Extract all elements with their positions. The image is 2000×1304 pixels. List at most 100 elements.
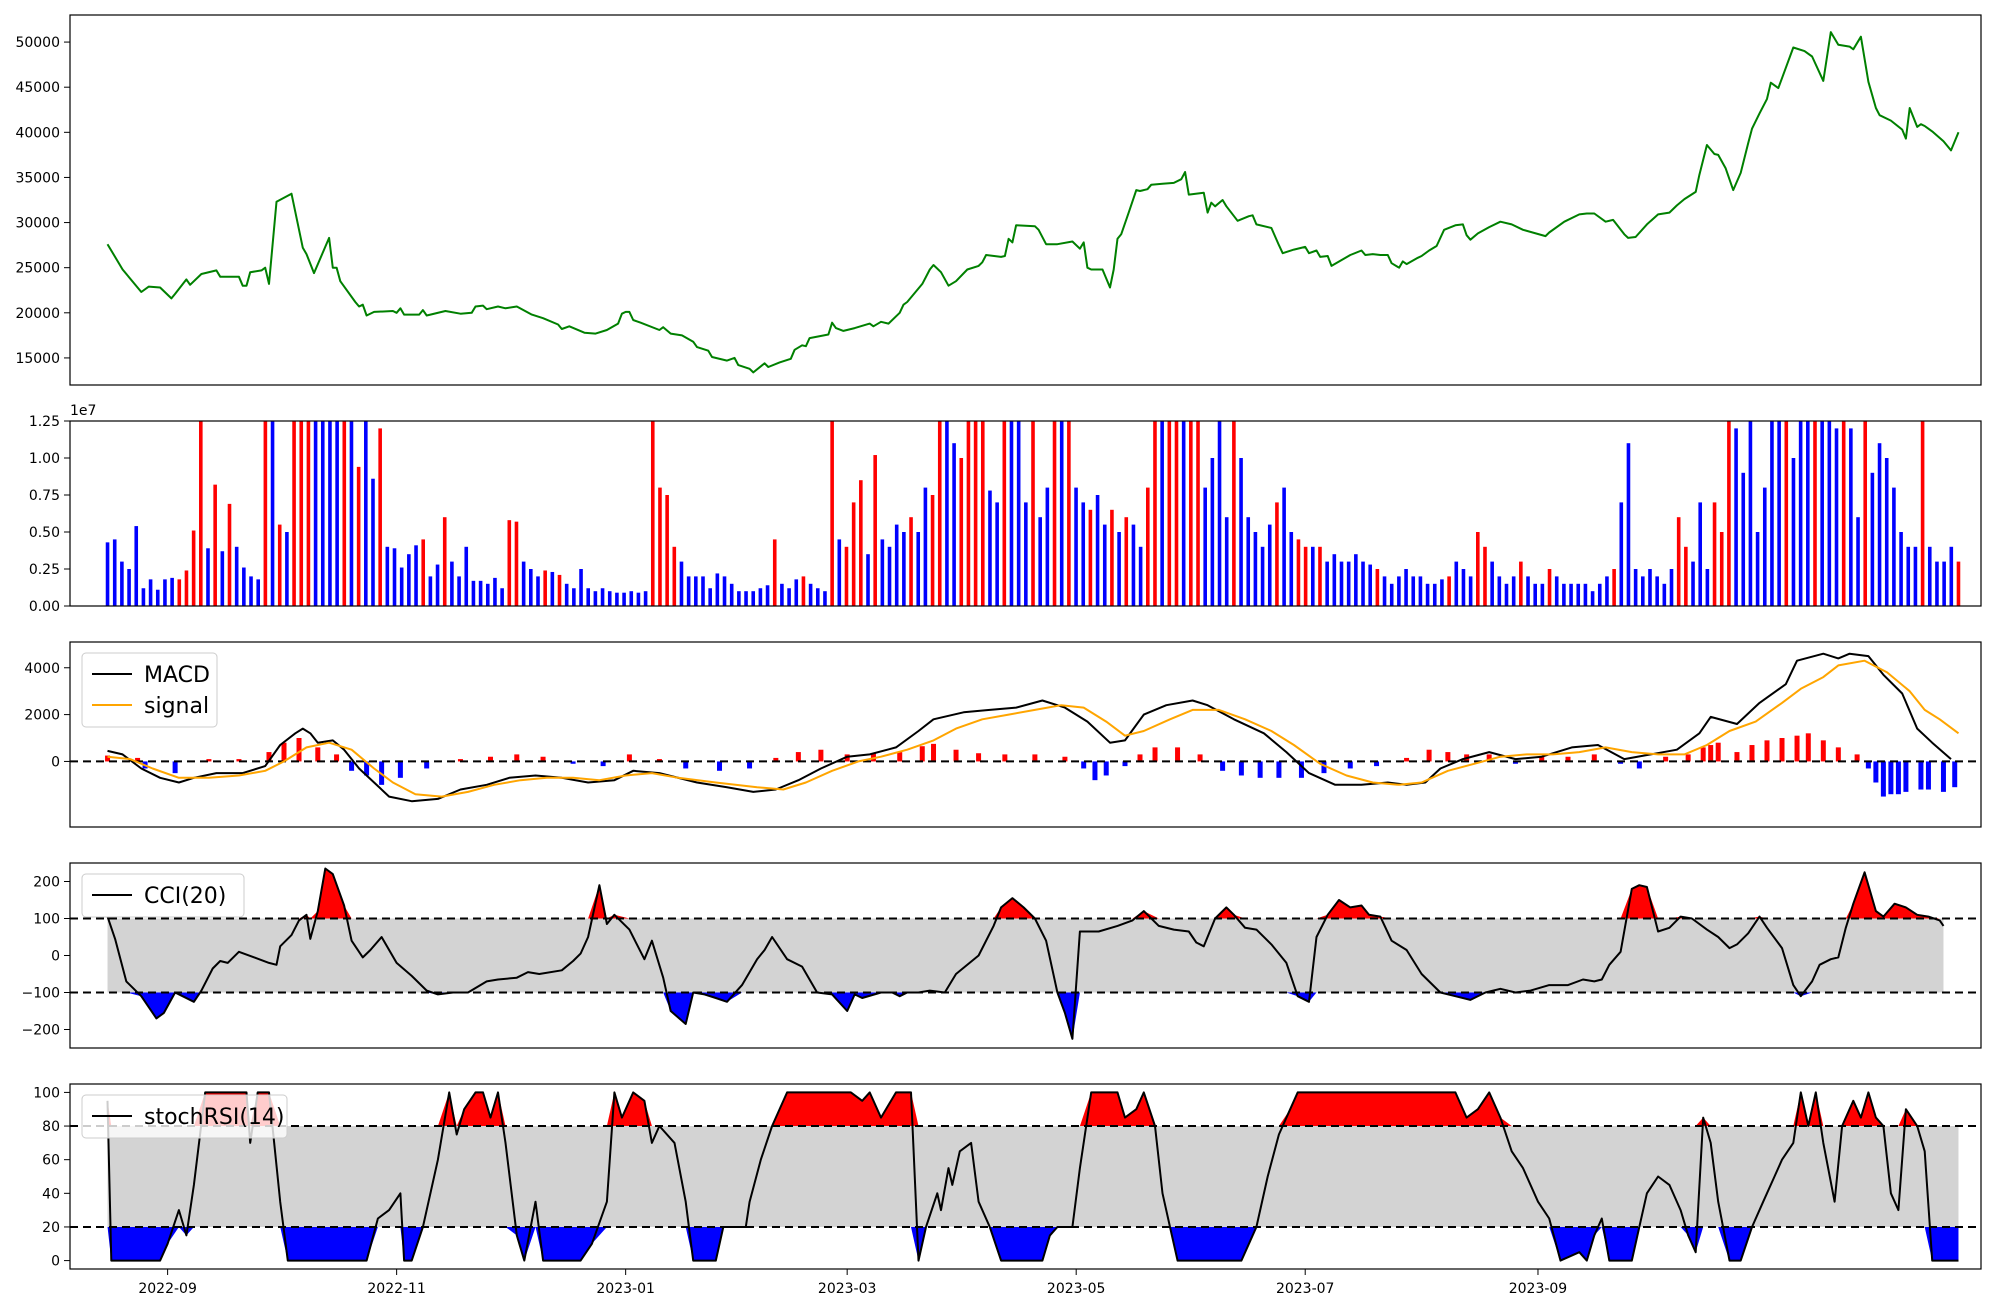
y-tick-label: 0.25 [29, 562, 60, 578]
cci-band [107, 918, 1944, 993]
volume-bar [306, 421, 311, 606]
y-tick-label: 0.50 [29, 525, 60, 541]
volume-bar [866, 554, 870, 606]
volume-bar [1691, 561, 1695, 606]
y-tick-label: 20000 [15, 306, 60, 322]
volume-bar [1260, 546, 1265, 606]
volume-bar [1131, 524, 1136, 606]
volume-bar [1160, 421, 1164, 606]
y-tick-label: 0 [51, 754, 60, 770]
macd-histogram-bar [424, 761, 430, 769]
macd-histogram-bar [1636, 761, 1642, 769]
macd-histogram-bar [1152, 747, 1158, 762]
volume-bar [772, 539, 777, 606]
volume-bar [1339, 561, 1344, 606]
macd-histogram-bar [1734, 752, 1740, 762]
volume-bar [170, 577, 174, 606]
y-tick-label: 0 [51, 1254, 60, 1270]
volume-bar [1533, 583, 1537, 606]
macd-histogram-bar [514, 754, 520, 762]
volume-bar [1863, 421, 1868, 606]
macd-histogram-bar [1347, 761, 1353, 769]
y-tick-label: 200 [33, 875, 60, 891]
volume-bar [550, 571, 555, 606]
macd-histogram-bar [1175, 747, 1181, 762]
volume-bar [600, 588, 605, 606]
volume-bar [1956, 561, 1961, 606]
volume-bar [227, 503, 232, 606]
volume-bar [199, 421, 203, 606]
volume-bar [1605, 576, 1609, 606]
volume-bar [1468, 576, 1473, 606]
volume-bar [787, 588, 791, 606]
macd-histogram-bar [844, 754, 850, 762]
macd-histogram-bar [334, 754, 340, 762]
macd-histogram-bar [105, 755, 111, 762]
macd-histogram-bar [919, 746, 925, 762]
macd-histogram-bar [1032, 754, 1038, 762]
volume-bar [529, 569, 533, 606]
volume-bar [177, 579, 182, 606]
x-tick-label: 2023-05 [1047, 1281, 1106, 1297]
macd-histogram-bar [1618, 761, 1624, 764]
volume-bar [249, 576, 253, 606]
volume-bar [292, 421, 296, 606]
volume-bar [1318, 546, 1322, 606]
volume-bar [1282, 487, 1286, 606]
volume-bar [557, 574, 562, 606]
y-tick-label: 20 [42, 1220, 60, 1236]
y-tick-label: 1.25 [29, 414, 60, 430]
volume-bar [1734, 428, 1738, 606]
volume-bar [1088, 509, 1093, 606]
macd-line-macd [107, 652, 1952, 803]
volume-bar [894, 524, 899, 606]
volume-bar [1927, 546, 1932, 606]
volume-bar [163, 579, 167, 606]
volume-bar [1174, 421, 1179, 606]
y-tick-label: 1.00 [29, 451, 60, 467]
volume-bar [1052, 421, 1057, 606]
volume-bar [715, 573, 720, 606]
macd-histogram-bar [206, 759, 212, 762]
volume-bar [694, 576, 698, 606]
volume-bar [629, 591, 634, 606]
macd-histogram-bar [1002, 754, 1008, 762]
macd-histogram-bar [266, 752, 272, 762]
volume-bar [650, 421, 655, 606]
volume-bar [1856, 517, 1860, 606]
volume-bar [1389, 583, 1394, 606]
volume-bar [1648, 569, 1652, 606]
volume-bar [191, 530, 196, 606]
volume-bar [1698, 502, 1703, 606]
macd-histogram-bar [1700, 747, 1706, 762]
volume-bar [1590, 591, 1595, 606]
volume-bar [1095, 495, 1100, 606]
volume-bar [1382, 576, 1387, 606]
macd-histogram-bar [1486, 754, 1492, 762]
volume-bar [1425, 583, 1430, 606]
volume-bar [1841, 421, 1846, 606]
y-tick-label: 0 [51, 949, 60, 965]
volume-bar [1045, 487, 1050, 606]
volume-bar [701, 576, 705, 606]
legend-label: signal [144, 694, 209, 719]
volume-bar [1189, 421, 1193, 606]
volume-bar [823, 591, 827, 606]
volume-bar [127, 569, 131, 606]
volume-bar [1031, 421, 1035, 606]
macd-histogram-bar [656, 759, 662, 762]
volume-bar [1368, 564, 1372, 606]
volume-bar [1239, 458, 1243, 606]
volume-bar [923, 487, 928, 606]
volume-bar [1067, 421, 1071, 606]
macd-histogram-bar [897, 752, 903, 762]
volume-bar [105, 542, 110, 606]
macd-histogram-bar [1873, 761, 1879, 783]
volume-bar [1275, 502, 1279, 606]
volume-bar [1203, 487, 1207, 606]
volume-bar [1569, 583, 1573, 606]
macd-histogram-bar [296, 738, 302, 762]
cci-legend: CCI(20) [81, 873, 245, 918]
volume-bar [1059, 421, 1064, 606]
volume-bar [313, 421, 318, 606]
